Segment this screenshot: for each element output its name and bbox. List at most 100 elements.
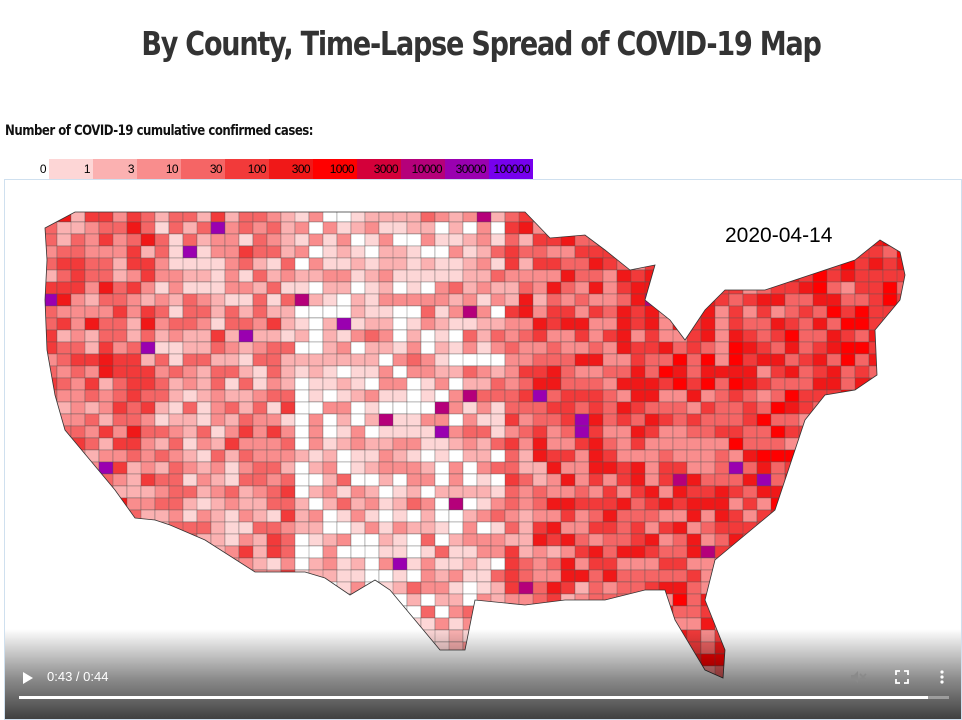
county-cell xyxy=(406,401,422,415)
county-cell xyxy=(840,341,856,355)
county-cell xyxy=(154,329,170,343)
county-cell xyxy=(140,509,156,523)
video-player[interactable]: 2020-04-14 0:43 / 0:44 xyxy=(4,179,962,720)
county-cell xyxy=(434,425,450,439)
county-cell xyxy=(504,437,520,451)
county-cell xyxy=(238,317,254,331)
county-cell xyxy=(238,413,254,427)
county-cell xyxy=(546,509,562,523)
county-cell xyxy=(126,329,142,343)
video-controls-gradient xyxy=(5,629,961,719)
county-cell xyxy=(434,233,450,247)
county-cell xyxy=(196,221,212,235)
county-cell xyxy=(280,329,296,343)
county-cell xyxy=(882,401,898,415)
county-cell xyxy=(742,401,758,415)
county-cell xyxy=(126,437,142,451)
county-cell xyxy=(868,212,884,223)
county-cell xyxy=(420,425,436,439)
county-cell xyxy=(658,509,674,523)
county-cell xyxy=(56,593,86,607)
county-cell xyxy=(728,281,744,295)
county-cell xyxy=(784,377,800,391)
county-cell xyxy=(182,605,212,619)
county-cell xyxy=(588,212,604,223)
county-cell xyxy=(308,377,324,391)
county-cell xyxy=(294,377,310,391)
county-cell xyxy=(672,485,688,499)
county-cell xyxy=(252,497,268,511)
county-cell xyxy=(672,449,688,463)
fullscreen-icon xyxy=(895,670,909,684)
county-cell xyxy=(70,521,86,535)
county-cell xyxy=(532,473,548,487)
county-cell xyxy=(308,305,324,319)
county-cell xyxy=(560,245,576,259)
county-cell xyxy=(560,581,576,595)
county-cell xyxy=(644,341,660,355)
county-cell xyxy=(154,569,170,583)
county-cell xyxy=(308,461,324,475)
county-cell xyxy=(826,212,856,223)
county-cell xyxy=(756,341,772,355)
fullscreen-button[interactable] xyxy=(893,668,911,686)
county-cell xyxy=(882,341,898,355)
county-cell xyxy=(210,473,226,487)
legend-swatch: 30000 xyxy=(445,159,489,179)
county-cell xyxy=(210,269,226,283)
county-cell xyxy=(840,413,870,427)
county-cell xyxy=(45,329,58,343)
county-cell xyxy=(168,293,184,307)
county-cell xyxy=(574,365,590,379)
county-cell xyxy=(126,545,142,559)
county-cell xyxy=(686,509,702,523)
county-cell xyxy=(476,533,492,547)
county-cell xyxy=(224,593,240,607)
county-cell xyxy=(56,497,86,511)
county-cell xyxy=(112,377,128,391)
county-cell xyxy=(294,353,310,367)
county-cell xyxy=(140,329,156,343)
county-cell xyxy=(686,401,702,415)
county-cell xyxy=(532,305,548,319)
county-cell xyxy=(574,521,590,535)
county-cell xyxy=(434,329,450,343)
county-cell xyxy=(686,305,702,319)
county-cell xyxy=(224,269,240,283)
county-cell xyxy=(210,377,226,391)
county-cell xyxy=(84,305,100,319)
county-cell xyxy=(45,437,58,451)
county-cell xyxy=(420,245,436,259)
county-cell xyxy=(168,557,198,571)
county-cell xyxy=(98,245,114,259)
county-cell xyxy=(868,437,898,451)
county-cell xyxy=(112,593,142,607)
county-cell xyxy=(378,365,394,379)
progress-track[interactable] xyxy=(19,696,949,699)
county-cell xyxy=(504,233,520,247)
more-options-button[interactable] xyxy=(933,668,951,686)
county-cell xyxy=(322,449,338,463)
county-cell xyxy=(280,389,296,403)
county-cell xyxy=(392,449,408,463)
county-cell xyxy=(644,401,660,415)
county-cell xyxy=(280,413,296,427)
play-button[interactable] xyxy=(19,670,35,686)
county-cell xyxy=(826,401,842,415)
county-cell xyxy=(840,569,870,583)
mute-button[interactable] xyxy=(849,668,867,686)
county-cell xyxy=(280,221,296,235)
county-cell xyxy=(182,413,198,427)
county-cell xyxy=(140,233,156,247)
county-cell xyxy=(56,461,72,475)
county-cell xyxy=(546,497,562,511)
county-cell xyxy=(168,233,184,247)
county-cell xyxy=(616,581,632,595)
county-cell xyxy=(574,305,590,319)
county-cell xyxy=(154,257,170,271)
county-cell xyxy=(882,425,905,439)
county-cell xyxy=(224,461,240,475)
county-cell xyxy=(868,413,884,427)
county-cell xyxy=(770,329,786,343)
county-cell xyxy=(336,533,352,547)
